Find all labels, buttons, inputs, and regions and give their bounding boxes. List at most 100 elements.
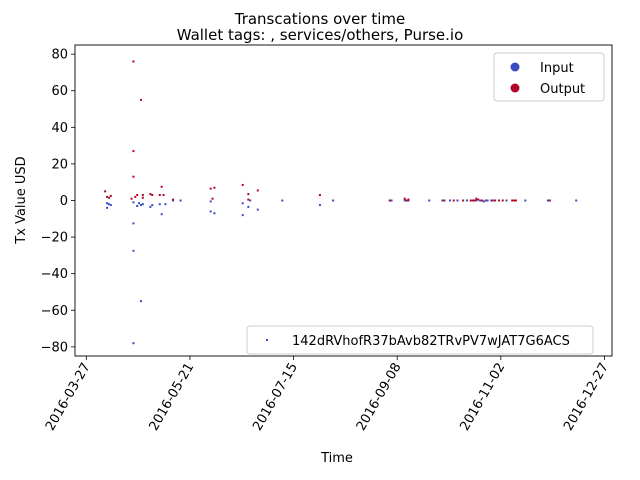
point-output — [471, 199, 474, 202]
point-output — [158, 194, 161, 197]
point-input — [164, 203, 167, 206]
point-output — [132, 60, 135, 63]
point-output — [211, 197, 214, 200]
point-input — [482, 200, 485, 203]
point-output — [501, 199, 504, 202]
x-tick-label: 2016-07-15 — [250, 361, 301, 434]
point-input — [132, 201, 135, 204]
x-tick-label: 2016-11-02 — [458, 361, 509, 434]
point-output — [480, 199, 483, 202]
point-output — [407, 198, 410, 201]
y-tick-label: 20 — [51, 157, 68, 172]
point-output — [104, 190, 107, 193]
point-input — [249, 199, 252, 202]
point-output — [247, 198, 250, 201]
legend-top-right: Input Output — [493, 52, 605, 102]
point-output — [160, 185, 163, 188]
point-output — [452, 199, 455, 202]
y-tick-label: 80 — [51, 48, 68, 63]
point-input — [209, 210, 212, 213]
point-output — [405, 199, 408, 202]
point-input — [241, 214, 244, 217]
point-input — [132, 249, 135, 252]
point-input — [139, 204, 142, 207]
point-input — [138, 202, 141, 205]
point-output — [134, 195, 137, 198]
point-output — [497, 199, 500, 202]
y-tick-label: −60 — [41, 304, 68, 319]
legend-marker-input — [510, 62, 520, 72]
chart-subtitle: Wallet tags: , services/others, Purse.io — [177, 26, 464, 44]
point-output — [139, 98, 142, 101]
point-input — [479, 199, 482, 202]
point-input — [158, 203, 161, 206]
point-input — [149, 205, 152, 208]
point-output — [171, 198, 174, 201]
point-input — [575, 199, 578, 202]
x-tick-label: 2016-12-27 — [561, 361, 612, 434]
point-input — [106, 202, 109, 205]
point-output — [490, 199, 493, 202]
point-input — [281, 199, 284, 202]
x-tick-label: 2016-05-21 — [147, 361, 198, 434]
point-output — [548, 199, 551, 202]
x-tick-label: 2016-03-27 — [43, 361, 94, 434]
point-output — [403, 197, 406, 200]
point-output — [136, 194, 139, 197]
point-input — [486, 199, 489, 202]
point-input — [505, 199, 508, 202]
point-input — [390, 199, 393, 202]
data-points — [104, 60, 578, 345]
point-output — [475, 197, 478, 200]
point-output — [149, 193, 152, 196]
point-input — [524, 199, 527, 202]
address-legend-label: 142dRVhofR37bAvb82TRvPV7wJAT7G6ACS — [292, 334, 570, 349]
point-output — [462, 199, 465, 202]
point-output — [141, 194, 144, 197]
point-input — [332, 199, 335, 202]
y-tick-label: −40 — [41, 267, 68, 282]
y-tick-label: 60 — [51, 84, 68, 99]
point-output — [513, 199, 516, 202]
point-input — [107, 203, 110, 206]
point-input — [448, 199, 451, 202]
legend-box — [493, 52, 605, 102]
point-input — [141, 203, 144, 206]
y-tick-label: −80 — [41, 340, 68, 355]
x-axis-ticks: 2016-03-27 2016-05-21 2016-07-15 2016-09-08… — [43, 356, 612, 433]
point-input — [428, 199, 431, 202]
legend-bottom-right: 142dRVhofR37bAvb82TRvPV7wJAT7G6ACS — [246, 325, 594, 355]
point-output — [473, 199, 476, 202]
y-axis-label: Tx Value USD — [14, 156, 29, 244]
point-output — [130, 197, 133, 200]
point-input — [241, 202, 244, 205]
point-input — [109, 204, 112, 207]
point-input — [106, 206, 109, 209]
point-output — [469, 199, 472, 202]
point-input — [160, 213, 163, 216]
point-input — [441, 199, 444, 202]
point-output — [511, 199, 514, 202]
chart-title: Transcations over time — [234, 10, 406, 28]
point-input — [136, 204, 139, 207]
point-input — [151, 204, 154, 207]
point-input — [132, 342, 135, 345]
legend-label-input: Input — [540, 61, 574, 76]
point-input — [139, 300, 142, 303]
point-output — [151, 194, 154, 197]
point-input — [475, 199, 478, 202]
point-output — [141, 196, 144, 199]
point-output — [477, 198, 480, 201]
point-output — [107, 196, 110, 199]
point-input — [213, 212, 216, 215]
point-output — [443, 199, 446, 202]
y-axis-ticks: −80 −60 −40 −20 0 20 40 60 80 — [41, 48, 75, 355]
legend-marker-output — [510, 83, 520, 93]
point-input — [484, 199, 487, 202]
point-output — [256, 189, 259, 192]
point-output — [132, 150, 135, 153]
y-tick-label: 0 — [60, 194, 68, 209]
x-axis-label: Time — [320, 451, 353, 466]
point-output — [132, 175, 135, 178]
point-input — [465, 199, 468, 202]
